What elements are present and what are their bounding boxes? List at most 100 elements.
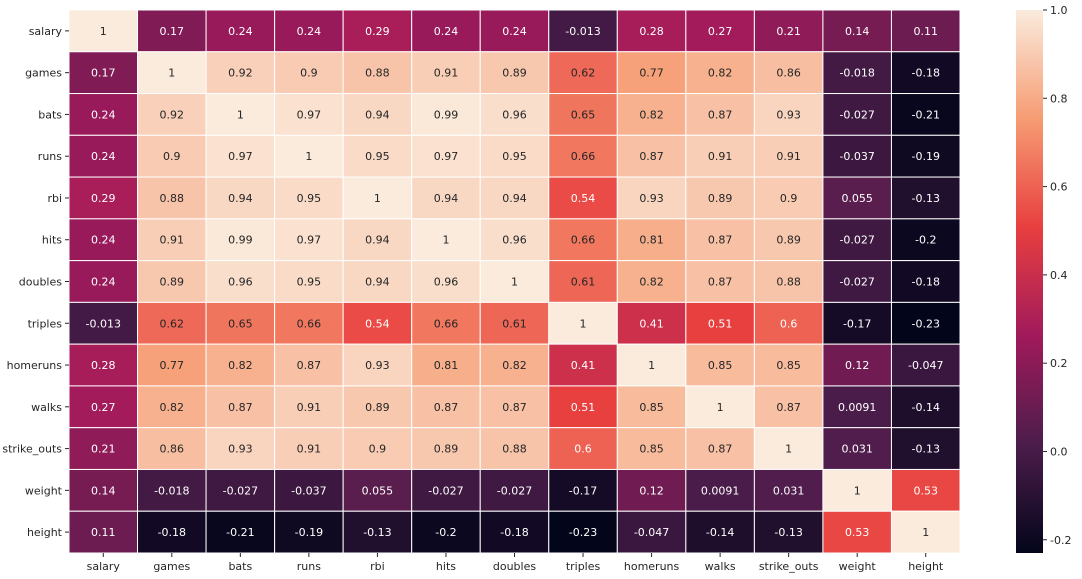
- cell-value-label: 0.12: [845, 359, 870, 372]
- heatmap-cell: [205, 176, 276, 220]
- row-tick-label: hits: [42, 234, 62, 247]
- heatmap-cell: [274, 343, 344, 387]
- heatmap-cell: [411, 9, 481, 53]
- heatmap-cell: [68, 51, 139, 95]
- column-tick-label: triples: [566, 560, 601, 573]
- column-tick-label: doubles: [493, 560, 536, 573]
- heatmap-cell: [548, 468, 618, 512]
- heatmap-cell: [548, 427, 618, 470]
- heatmap-cell: [479, 468, 550, 512]
- heatmap-cell: [822, 301, 892, 345]
- heatmap-cell: [137, 176, 207, 220]
- heatmap-cell: [890, 427, 961, 470]
- cell-value-label: 0.91: [297, 401, 322, 414]
- column-tick-label: walks: [705, 560, 736, 573]
- heatmap-cell: [685, 260, 755, 303]
- cell-value-label: 0.21: [776, 25, 801, 38]
- heatmap-cell: [822, 510, 892, 554]
- heatmap-cell: [890, 51, 961, 95]
- cell-value-label: 0.85: [639, 401, 664, 414]
- cell-value-label: 0.92: [228, 67, 253, 80]
- cell-value-label: 0.86: [160, 443, 185, 456]
- row-tick-label: homeruns: [7, 359, 63, 372]
- heatmap-cell: [616, 134, 687, 178]
- heatmap-cell: [890, 134, 961, 178]
- cell-value-label: -0.14: [706, 526, 734, 539]
- heatmap-cell: [890, 93, 961, 136]
- heatmap-cell: [822, 9, 892, 53]
- cell-value-label: -0.17: [843, 317, 871, 330]
- cell-value-label: 0.9: [369, 443, 387, 456]
- cell-value-label: 1: [785, 443, 792, 456]
- cell-value-label: 0.29: [91, 192, 116, 205]
- cell-value-label: 0.14: [845, 25, 870, 38]
- cell-value-label: 0.95: [365, 150, 390, 163]
- heatmap-cell: [753, 343, 824, 387]
- colorbar-tick-label: 0.6: [1050, 181, 1068, 194]
- cell-value-label: 0.62: [571, 67, 596, 80]
- cell-value-label: 0.95: [297, 276, 322, 289]
- cell-value-label: 1: [717, 401, 724, 414]
- colorbar-tick-label: 0.2: [1050, 357, 1068, 370]
- cell-value-label: 0.92: [160, 108, 185, 121]
- cell-value-label: -0.027: [839, 276, 874, 289]
- cell-value-label: 0.24: [91, 276, 116, 289]
- cell-value-label: 0.21: [91, 443, 116, 456]
- heatmap-cell: [137, 427, 207, 470]
- cell-value-label: 0.89: [434, 443, 459, 456]
- cell-value-label: -0.037: [839, 150, 874, 163]
- heatmap-cell: [822, 343, 892, 387]
- cell-value-label: 0.99: [434, 108, 459, 121]
- column-tick-label: hits: [436, 560, 456, 573]
- heatmap-cell: [616, 343, 687, 387]
- column-tick-label: strike_outs: [759, 560, 819, 573]
- cell-value-label: 1: [580, 317, 587, 330]
- heatmap-cell: [685, 93, 755, 136]
- cell-value-label: 0.82: [228, 359, 253, 372]
- cell-value-label: -0.23: [569, 526, 597, 539]
- cell-value-label: -0.18: [911, 276, 939, 289]
- cell-value-label: 0.87: [639, 150, 664, 163]
- heatmap-cell: [68, 260, 139, 303]
- cell-value-label: 1: [442, 234, 449, 247]
- cell-value-label: -0.13: [911, 443, 939, 456]
- heatmap-cell: [342, 427, 413, 470]
- cell-value-label: 0.82: [160, 401, 185, 414]
- heatmap-cell: [753, 385, 824, 429]
- cell-value-label: 0.94: [434, 192, 459, 205]
- cell-value-label: 0.87: [434, 401, 459, 414]
- cell-value-label: 0.93: [639, 192, 664, 205]
- heatmap-cell: [137, 218, 207, 262]
- cell-value-label: 0.53: [913, 484, 938, 497]
- heatmap-cell: [205, 51, 276, 95]
- cell-value-label: 0.85: [776, 359, 801, 372]
- colorbar-tick-label: 1.0: [1050, 4, 1068, 17]
- cell-value-label: 0.97: [228, 150, 253, 163]
- heatmap-cell: [753, 93, 824, 136]
- cell-value-label: 0.9: [780, 192, 798, 205]
- cell-value-label: -0.027: [223, 484, 258, 497]
- heatmap-cell: [685, 385, 755, 429]
- cell-value-label: -0.18: [158, 526, 186, 539]
- heatmap-cell: [479, 218, 550, 262]
- heatmap-cell: [479, 260, 550, 303]
- cell-value-label: 1: [237, 108, 244, 121]
- heatmap-cell: [890, 260, 961, 303]
- cell-value-label: 0.0091: [701, 484, 740, 497]
- heatmap-cell: [137, 468, 207, 512]
- row-tick-label: runs: [38, 150, 62, 163]
- heatmap-cell: [822, 468, 892, 512]
- cell-value-label: 0.96: [502, 234, 527, 247]
- heatmap-cell: [205, 385, 276, 429]
- cell-value-label: 0.81: [434, 359, 459, 372]
- heatmap-cell: [411, 301, 481, 345]
- heatmap-cell: [548, 343, 618, 387]
- heatmap-cell: [68, 343, 139, 387]
- cell-value-label: 0.89: [502, 67, 527, 80]
- cell-value-label: 1: [922, 526, 929, 539]
- column-tick-label: rbi: [370, 560, 385, 573]
- heatmap-cells: 1 0.17 0.24 0.24 0.29 0.24 0.24 -0.013 0.28 0.27 0…: [68, 9, 961, 554]
- colorbar-tick-label: 0.4: [1050, 269, 1068, 282]
- cell-value-label: 0.97: [434, 150, 459, 163]
- row-tick-label: bats: [38, 108, 62, 121]
